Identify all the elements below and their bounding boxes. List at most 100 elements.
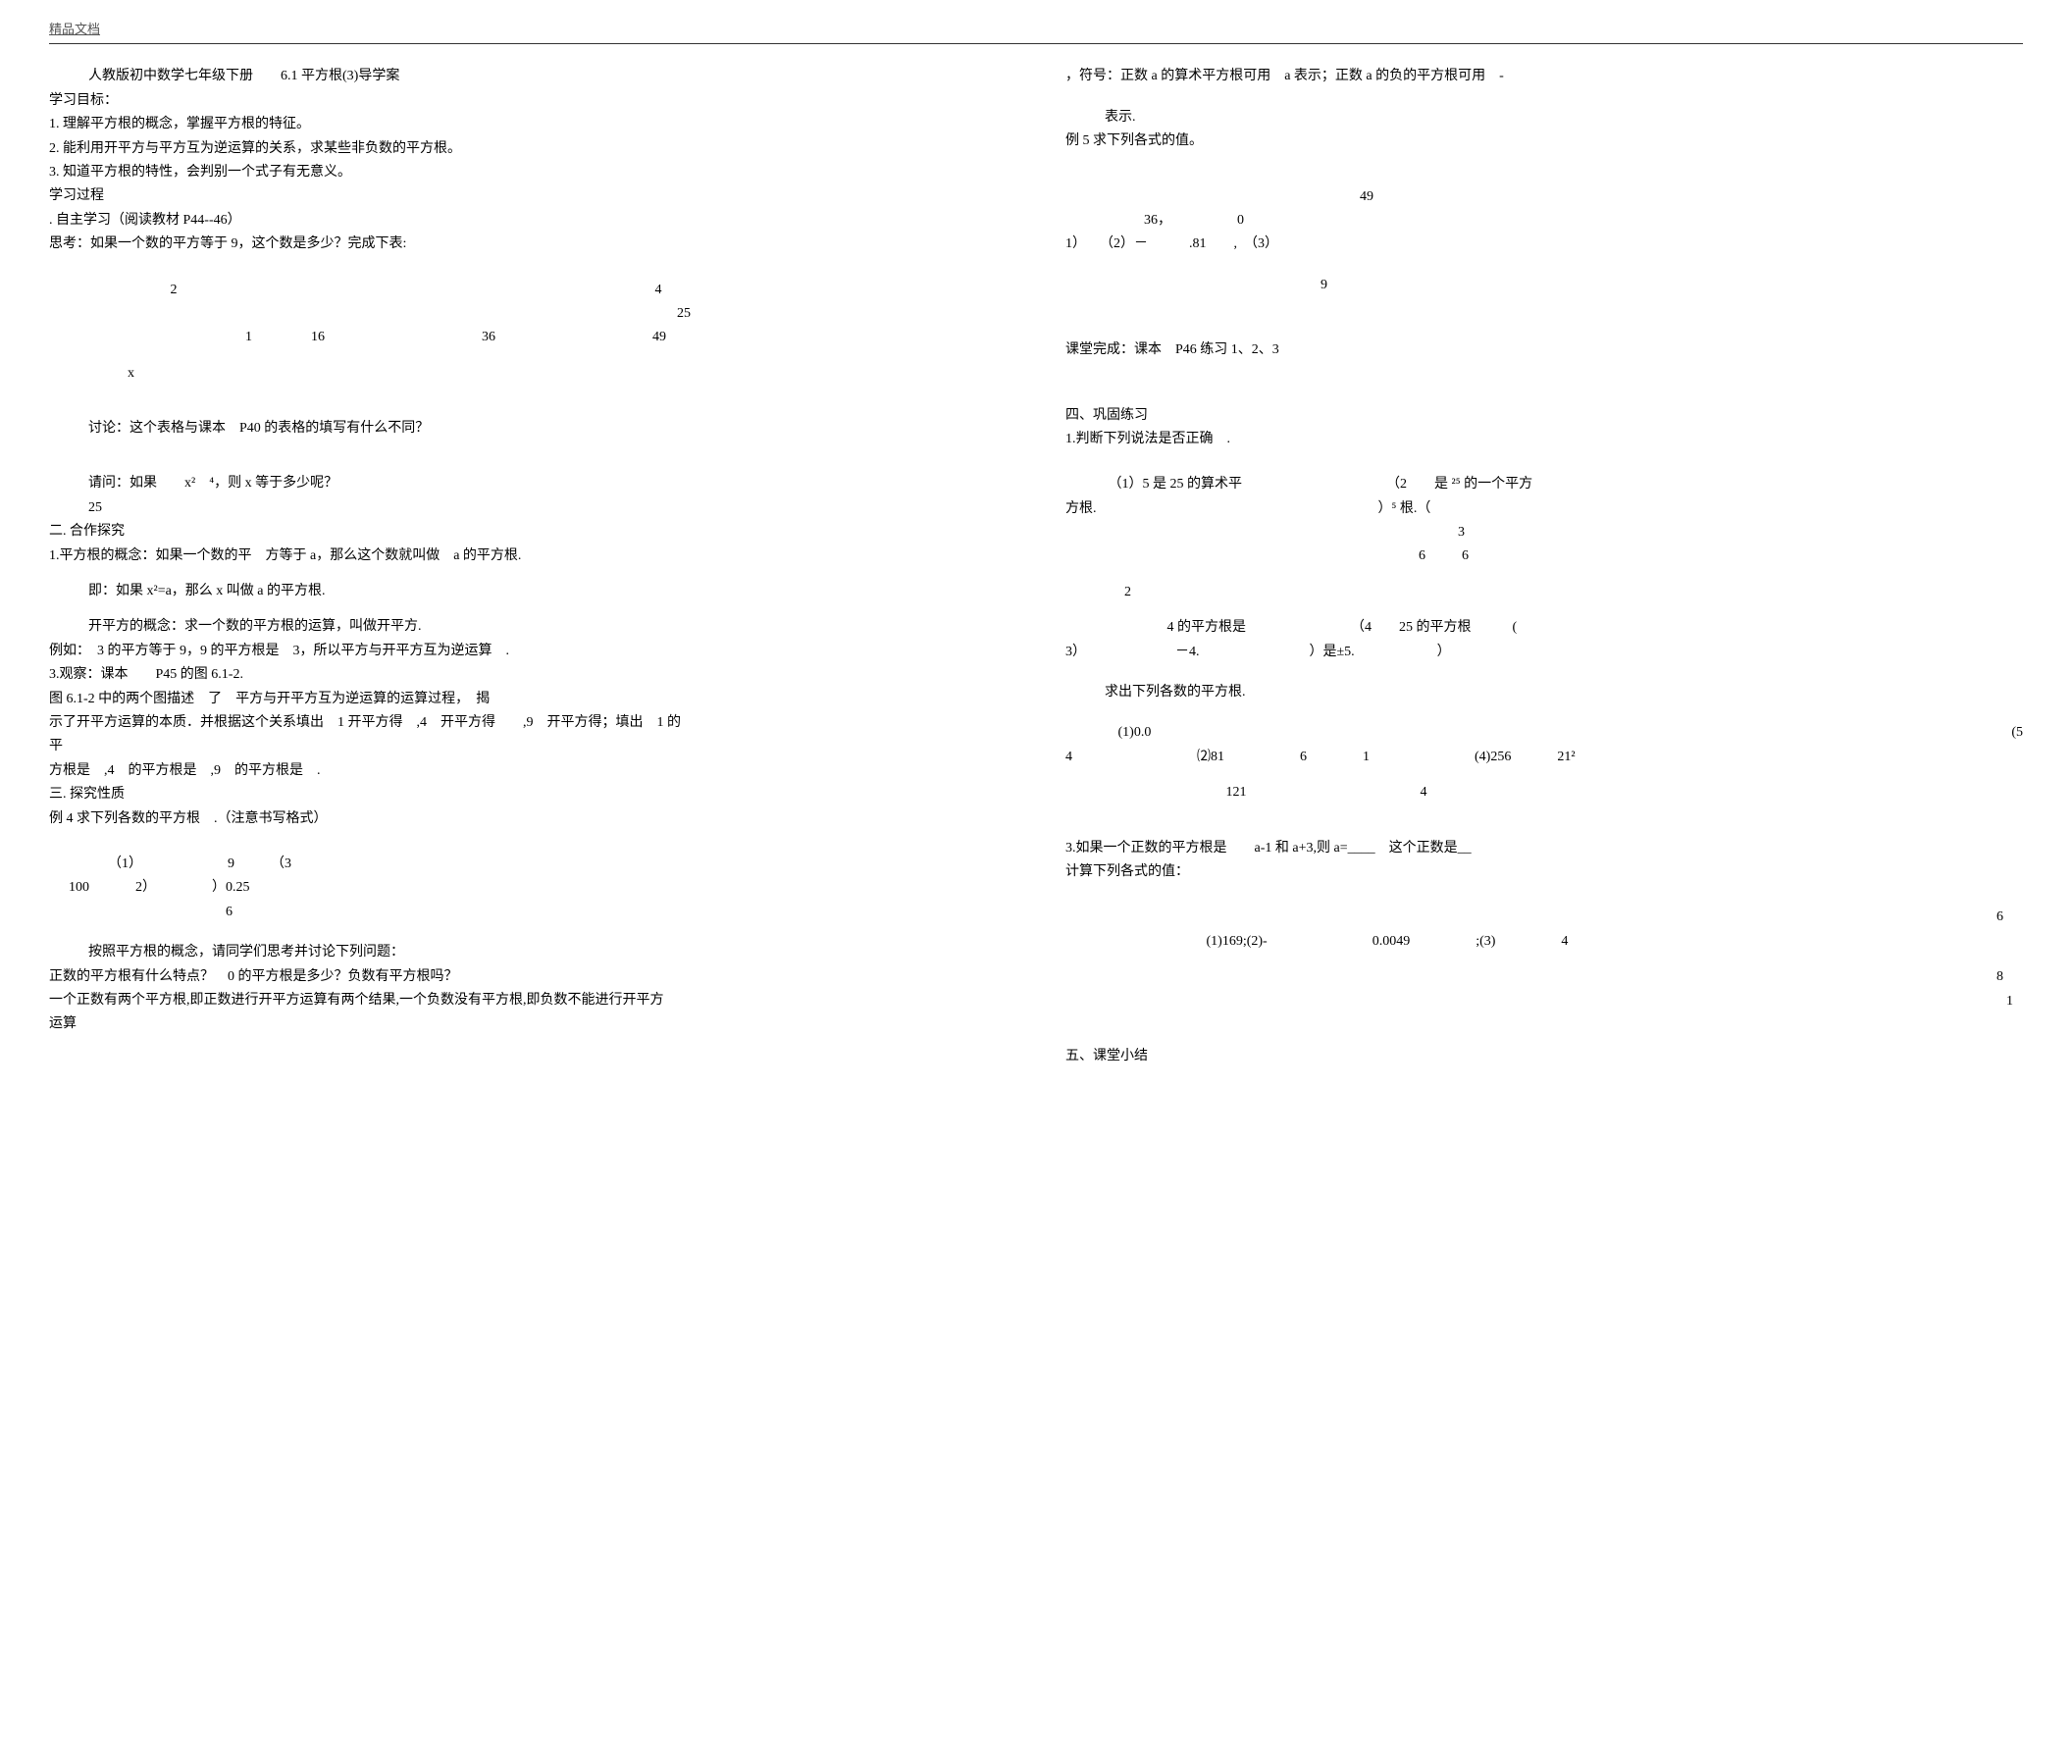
ex4-row2: 100 2） ）0.25 bbox=[49, 877, 1007, 899]
solve-1b: (5 bbox=[2011, 722, 2023, 744]
left-column: 人教版初中数学七年级下册 6.1 平方根(3)导学案 学习目标： 1. 理解平方… bbox=[49, 64, 1007, 1069]
val-6r: 6 bbox=[1996, 909, 2003, 924]
judge-num-2: 2 bbox=[1065, 582, 2023, 603]
tbl-x-row: x bbox=[49, 363, 1007, 385]
calc-4r: 4 bbox=[1561, 934, 1568, 949]
judge-3a: 4 的平方根是 bbox=[1167, 620, 1247, 635]
judge-nums-66: 6 6 bbox=[1065, 545, 2023, 567]
tbl-val-2: 2 bbox=[171, 283, 178, 297]
concept-2: 即：如果 x²=a，那么 x 叫做 a 的平方根. bbox=[49, 581, 1007, 602]
val-49: 49 bbox=[1360, 189, 1373, 204]
calc-3: ;(3) bbox=[1476, 934, 1495, 949]
ex4-p3: （3 bbox=[271, 856, 291, 871]
calc-row-8: 8 bbox=[1065, 966, 2023, 988]
judge-heading: 1.判断下列说法是否正确 . bbox=[1065, 429, 2023, 450]
ex5-row: 1） （2）－ .81 , （3） bbox=[1065, 233, 2023, 255]
solve-4b: 4 bbox=[1421, 785, 1427, 800]
ask-line: 请问：如果 x² ⁴，则 x 等于多少呢？ bbox=[49, 473, 1007, 494]
ex4-1: （1） bbox=[108, 856, 142, 871]
judge-row3a: 4 的平方根是 （4 25 的平方根 ( bbox=[1065, 617, 2023, 639]
calc-row: 6 bbox=[1065, 907, 2023, 928]
calc-0049: 0.0049 bbox=[1373, 934, 1411, 949]
judge-row1b: 方根. ）⁵ 根.（ bbox=[1065, 498, 2023, 520]
tbl-val-36: 36 bbox=[482, 327, 495, 348]
val-6a: 6 bbox=[1419, 548, 1425, 563]
concept-7b: 平 bbox=[49, 736, 1007, 757]
calc-row-1: 1 bbox=[1065, 991, 2023, 1012]
calc-169: (1)169;(2)- bbox=[1207, 934, 1268, 949]
discussion: 讨论：这个表格与课本 P40 的表格的填写有什么不同？ bbox=[49, 418, 1007, 440]
table-scatter-top: 2 4 bbox=[49, 280, 1007, 301]
val-2r: 2 bbox=[1124, 585, 1131, 599]
calc-heading: 计算下列各式的值： bbox=[1065, 861, 2023, 883]
concept-8: 方根是 ,4 的平方根是 ,9 的平方根是 . bbox=[49, 760, 1007, 782]
ex5-36-0: 36， 0 bbox=[1065, 210, 2023, 232]
val-8r: 8 bbox=[1996, 969, 2003, 984]
objective-3: 3. 知道平方根的特性，会判别一个式子有无意义。 bbox=[49, 162, 1007, 183]
solve-1a: (1)0.0 bbox=[1118, 725, 1152, 740]
problem-3: 3.如果一个正数的平方根是 a-1 和 a+3,则 a=____ 这个正数是__ bbox=[1065, 838, 2023, 859]
section-4-heading: 四、巩固练习 bbox=[1065, 405, 2023, 427]
coop-heading: 二. 合作探究 bbox=[49, 521, 1007, 543]
example-5: 例 5 求下列各式的值。 bbox=[1065, 130, 2023, 152]
num-25: 25 bbox=[49, 497, 1007, 519]
judge-3b: （4 25 的平方根 ( bbox=[1351, 620, 1517, 635]
ex4-2: 2） bbox=[135, 880, 156, 895]
think-prompt: 思考：如果一个数的平方等于 9，这个数是多少？完成下表: bbox=[49, 233, 1007, 255]
val-1r: 1 bbox=[2006, 994, 2013, 1009]
self-study: . 自主学习（阅读教材 P44--46） bbox=[49, 210, 1007, 232]
solve-256: (4)256 bbox=[1475, 750, 1511, 764]
concept-5: 3.观察：课本 P45 的图 6.1-2. bbox=[49, 664, 1007, 686]
followup: 按照平方根的概念，请同学们思考并讨论下列问题： bbox=[49, 942, 1007, 963]
judge-1a: （1）5 是 25 的算术平 bbox=[1109, 477, 1243, 492]
solve-heading: 求出下列各数的平方根. bbox=[1065, 682, 2023, 703]
ex4-row1: （1） 9 （3 bbox=[49, 854, 1007, 875]
objective-2: 2. 能利用开平方与平方互为逆运算的关系，求某些非负数的平方根。 bbox=[49, 138, 1007, 160]
val-0: 0 bbox=[1237, 213, 1244, 228]
table-scatter-25: 25 bbox=[49, 303, 1007, 325]
tbl-val-4: 4 bbox=[655, 283, 662, 297]
show-line: 表示. bbox=[1065, 107, 2023, 129]
val-9: 9 bbox=[1321, 278, 1327, 292]
objective-1: 1. 理解平方根的概念，掌握平方根的特征。 bbox=[49, 114, 1007, 135]
solve-21sq: 21² bbox=[1557, 750, 1575, 764]
section-5-heading: 五、课堂小结 bbox=[1065, 1046, 2023, 1067]
tbl-val-25: 25 bbox=[677, 306, 691, 321]
two-column-layout: 人教版初中数学七年级下册 6.1 平方根(3)导学案 学习目标： 1. 理解平方… bbox=[49, 64, 2023, 1069]
question-3: 运算 bbox=[49, 1013, 1007, 1035]
process-heading: 学习过程 bbox=[49, 185, 1007, 207]
concept-6: 图 6.1-2 中的两个图描述 了 平方与开平方互为逆运算的运算过程， 揭 bbox=[49, 689, 1007, 710]
judge-2b: ）⁵ 根.（ bbox=[1378, 501, 1431, 516]
val-36: 36， bbox=[1144, 213, 1171, 228]
ex4-100: 100 bbox=[69, 880, 89, 895]
judge-1b: 方根. bbox=[1065, 501, 1097, 516]
tbl-val-16: 16 bbox=[311, 327, 325, 348]
concept-1: 1.平方根的概念：如果一个数的平 方等于 a，那么这个数就叫做 a 的平方根. bbox=[49, 545, 1007, 567]
classroom-complete: 课堂完成：课本 P46 练习 1、2、3 bbox=[1065, 339, 2023, 361]
tbl-x: x bbox=[128, 366, 134, 381]
judge-nums-36: 3 bbox=[1065, 522, 2023, 544]
explore-heading: 三. 探究性质 bbox=[49, 784, 1007, 805]
judge-2a: （2 是 ²⁵ 的一个平方 bbox=[1386, 477, 1532, 492]
solve-121: 121 bbox=[1226, 785, 1247, 800]
solve-row2: 4 ⑵81 6 1 (4)256 21² bbox=[1065, 747, 2023, 768]
solve-1: 1 bbox=[1363, 750, 1370, 764]
judge-row3b: 3） －4. ）是±5. ） bbox=[1065, 642, 2023, 663]
tbl-val-49: 49 bbox=[652, 327, 666, 348]
val-3r: 3 bbox=[1458, 525, 1465, 540]
title-line: 人教版初中数学七年级下册 6.1 平方根(3)导学案 bbox=[49, 66, 1007, 87]
ex4-9: 9 bbox=[228, 856, 234, 871]
calc-row1: (1)169;(2)- 0.0049 ;(3) 4 bbox=[1065, 931, 2023, 953]
objectives-heading: 学习目标： bbox=[49, 90, 1007, 112]
concept-4: 例如： 3 的平方等于 9，9 的平方根是 3，所以平方与开平方互为逆运算 . bbox=[49, 641, 1007, 662]
doc-label: 精品文档 bbox=[49, 22, 100, 36]
tbl-val-1: 1 bbox=[245, 327, 252, 348]
question-2: 一个正数有两个平方根,即正数进行开平方运算有两个结果,一个负数没有平方根,即负数… bbox=[49, 990, 1007, 1012]
solve-row3: 121 4 bbox=[1065, 782, 2023, 804]
table-main-row: 1 16 36 49 bbox=[49, 327, 1007, 348]
document-page: 精品文档 人教版初中数学七年级下册 6.1 平方根(3)导学案 学习目标： 1.… bbox=[0, 0, 2072, 1764]
ex4-025: ）0.25 bbox=[212, 880, 250, 895]
solve-81: ⑵81 bbox=[1197, 750, 1224, 764]
solve-6: 6 bbox=[1300, 750, 1307, 764]
ex5-9: 9 bbox=[1065, 275, 2023, 296]
